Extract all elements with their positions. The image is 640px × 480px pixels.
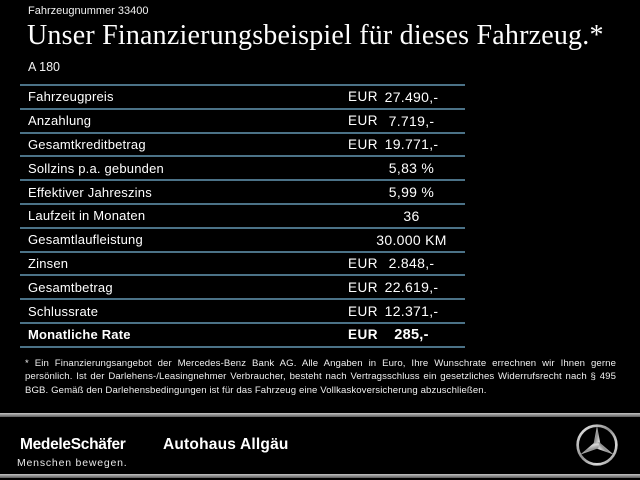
footer-bottom-divider: [0, 474, 640, 478]
table-row: Effektiver Jahreszins 5,99 %: [20, 181, 465, 205]
row-value: 30.000 KM: [376, 231, 447, 248]
row-currency: EUR: [348, 113, 379, 129]
table-row: Laufzeit in Monaten 36: [20, 205, 465, 229]
vehicle-model: A 180: [28, 60, 60, 74]
table-row: Gesamtlaufleistung 30.000 KM: [20, 229, 465, 253]
row-label: Anzahlung: [28, 113, 92, 129]
row-label: Zinsen: [28, 255, 69, 271]
mercedes-star-icon: [575, 423, 619, 467]
finance-table: Fahrzeugpreis EUR 27.490,- Anzahlung EUR…: [20, 84, 465, 348]
row-currency: EUR: [348, 327, 379, 343]
row-value: 36: [403, 207, 420, 224]
table-row: Schlussrate EUR 12.371,-: [20, 300, 465, 324]
row-label: Gesamtlaufleistung: [28, 232, 143, 248]
row-currency: EUR: [348, 136, 379, 152]
row-value: 7.719,-: [388, 112, 435, 129]
row-label: Gesamtkreditbetrag: [28, 136, 146, 152]
row-label: Effektiver Jahreszins: [28, 184, 152, 200]
vehicle-number: Fahrzeugnummer 33400: [28, 5, 149, 17]
row-value: 2.848,-: [388, 255, 435, 272]
row-label: Fahrzeugpreis: [28, 89, 114, 105]
row-currency: EUR: [348, 255, 379, 271]
table-row-monthly-rate: Monatliche Rate EUR 285,-: [20, 324, 465, 348]
row-label: Gesamtbetrag: [28, 279, 113, 295]
row-currency: EUR: [348, 279, 379, 295]
row-label: Laufzeit in Monaten: [28, 208, 146, 224]
row-value: 5,99 %: [388, 184, 435, 201]
row-label: Monatliche Rate: [28, 327, 131, 343]
row-value: 22.619,-: [384, 279, 439, 296]
row-label: Sollzins p.a. gebunden: [28, 160, 164, 176]
row-value: 19.771,-: [384, 136, 439, 153]
dealer-logo: MedeleSchäfer: [20, 436, 126, 453]
table-row: Sollzins p.a. gebunden 5,83 %: [20, 157, 465, 182]
footer-top-divider: [0, 413, 640, 417]
dealer-secondary-logo: Autohaus Allgäu: [163, 436, 289, 453]
table-row: Gesamtbetrag EUR 22.619,-: [20, 276, 465, 301]
table-row: Anzahlung EUR 7.719,-: [20, 110, 465, 134]
table-row: Zinsen EUR 2.848,-: [20, 253, 465, 277]
row-value: 12.371,-: [384, 303, 439, 320]
row-value: 5,83 %: [388, 160, 435, 177]
page-title: Unser Finanzierungsbeispiel für dieses F…: [27, 20, 604, 51]
table-row: Fahrzeugpreis EUR 27.490,-: [20, 86, 465, 110]
row-value: 27.490,-: [384, 88, 439, 105]
row-value: 285,-: [394, 326, 429, 343]
dealer-tagline: Menschen bewegen.: [17, 457, 128, 469]
table-row: Gesamtkreditbetrag EUR 19.771,-: [20, 134, 465, 158]
legal-footnote: * Ein Finanzierungsangebot der Mercedes-…: [25, 358, 616, 396]
row-label: Schlussrate: [28, 303, 99, 319]
row-currency: EUR: [348, 303, 379, 319]
row-currency: EUR: [348, 89, 379, 105]
